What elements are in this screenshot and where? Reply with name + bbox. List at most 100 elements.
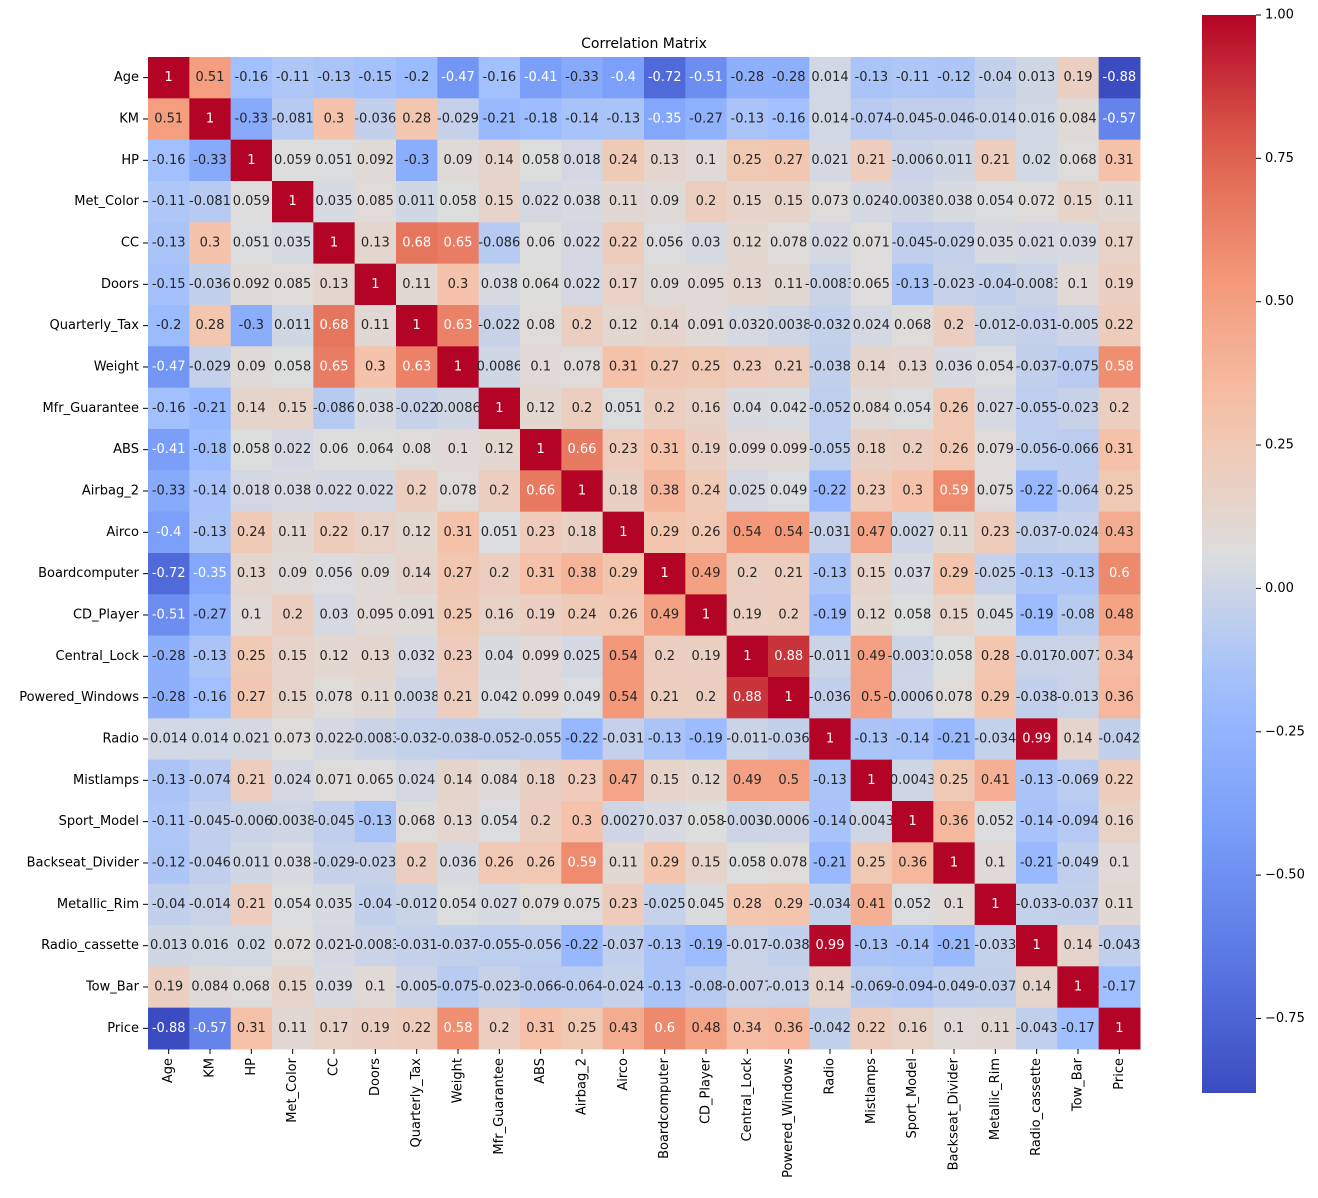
heatmap-cell [809,263,852,306]
cell-label: 0.035 [315,897,352,912]
cell-label: -0.3 [404,153,429,168]
cell-label: 0.13 [898,360,927,375]
cell-label: 0.51 [154,112,183,127]
cell-label: -0.16 [193,690,227,705]
cell-label: 0.03 [320,608,349,623]
colorbar-tick-label: 0.50 [1265,294,1294,309]
cell-label: 0.36 [940,814,969,829]
cell-label: 0.016 [191,938,228,953]
cell-label: 0.26 [692,525,721,540]
cell-label: 0.09 [278,566,307,581]
heatmap-cell [850,883,893,926]
heatmap-cell [561,511,604,554]
x-tick-label: KM [203,1058,218,1078]
cell-label: 0.19 [692,442,721,457]
heatmap-cell [892,718,934,761]
cell-label: 1 [909,814,917,829]
cell-label: 0.15 [692,856,721,871]
heatmap-cell [809,842,852,885]
heatmap-cell [850,1007,893,1050]
cell-label: -0.046 [933,112,975,127]
heatmap-cell [892,925,934,967]
cell-label: 0.11 [278,1021,307,1036]
heatmap-cell [520,677,562,719]
heatmap-cell [396,677,438,719]
cell-label: -0.037 [1016,360,1058,375]
heatmap-cell [230,718,273,761]
cell-label: -0.16 [152,153,186,168]
heatmap-cell [561,1007,604,1050]
cell-label: 0.29 [650,525,679,540]
heatmap-cell [148,139,190,182]
heatmap-cell [478,635,521,678]
cell-label: 0.24 [568,608,597,623]
cell-label: 0.021 [315,938,352,953]
heatmap-cell [520,57,562,99]
heatmap-cell [520,883,562,926]
cell-label: 0.054 [977,360,1014,375]
heatmap-cell [1057,677,1100,719]
cell-label: -0.13 [152,236,186,251]
heatmap-cell [726,842,769,885]
cell-label: 0.085 [357,194,394,209]
cell-label: 0.24 [237,525,266,540]
cell-label: 0.1 [944,1021,965,1036]
cell-label: 0.15 [278,980,307,995]
cell-label: -0.034 [809,897,851,912]
heatmap-cell [1098,222,1141,265]
cell-label: 0.12 [320,649,349,664]
cell-label: 0.095 [687,277,724,292]
cell-label: 0.16 [485,608,514,623]
cell-label: 0.15 [1064,194,1093,209]
cell-label: 0.2 [406,484,427,499]
heatmap-cell [561,470,604,513]
cell-label: 0.43 [1105,525,1134,540]
heatmap-cell [189,98,232,141]
cell-label: -0.056 [520,938,562,953]
heatmap-cell [437,57,480,99]
cell-label: 0.032 [729,318,766,333]
cell-label: 0.29 [940,566,969,581]
cell-label: -0.13 [813,773,847,788]
cell-label: -0.57 [1103,112,1137,127]
heatmap-cell [313,387,356,430]
heatmap-cell [892,842,934,885]
heatmap-cell [148,553,190,595]
cell-label: 0.08 [526,318,555,333]
heatmap-cell [396,842,438,885]
cell-label: 1 [247,153,255,168]
heatmap-cell [974,429,1017,471]
cell-label: -0.006 [892,153,934,168]
heatmap-cell [933,801,976,843]
heatmap-cell [437,883,480,926]
cell-label: -0.28 [772,70,806,85]
cell-label: 0.051 [315,153,352,168]
cell-label: 0.099 [522,649,559,664]
heatmap-cell [644,883,686,926]
heatmap-cell [768,429,810,471]
cell-label: -0.052 [809,401,851,416]
heatmap-cell [272,57,314,99]
heatmap-cell [148,966,190,1009]
cell-label: 0.04 [733,401,762,416]
cell-label: -0.006 [230,814,272,829]
heatmap-cell [726,801,769,843]
cell-label: -0.13 [1061,566,1095,581]
heatmap-cell [478,594,521,637]
heatmap-cell [602,801,645,843]
cell-label: 0.035 [274,236,311,251]
heatmap-cell [354,883,397,926]
cell-label: 0.14 [816,980,845,995]
cell-label: 0.078 [935,690,972,705]
cell-label: 0.38 [650,484,679,499]
cell-label: -0.21 [1020,856,1054,871]
cell-label: -0.023 [933,277,975,292]
heatmap-cell [726,346,769,389]
heatmap-cell [520,305,562,347]
cell-label: 0.2 [696,690,717,705]
cell-label: 0.34 [1105,649,1134,664]
cell-label: -0.33 [193,153,227,168]
heatmap-cell [313,57,356,99]
x-tick-label: Doors [368,1058,383,1096]
heatmap-cell [644,925,686,967]
